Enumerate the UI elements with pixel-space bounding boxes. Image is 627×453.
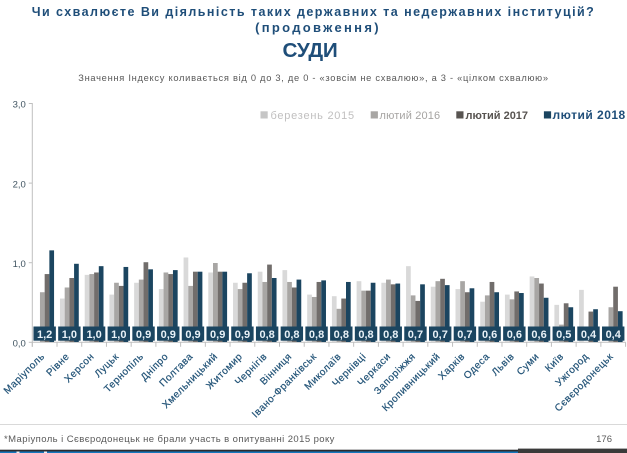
svg-text:Чи схвалюєте Ви діяльність так: Чи схвалюєте Ви діяльність таких державн…	[32, 5, 596, 19]
svg-text:(продовження): (продовження)	[255, 20, 381, 35]
svg-text:Значення Індексу коливається в: Значення Індексу коливається від 0 до 3,…	[78, 73, 549, 83]
svg-text:0,7: 0,7	[457, 329, 472, 341]
svg-text:0,5: 0,5	[556, 329, 571, 341]
svg-text:Маріуполь: Маріуполь	[2, 351, 47, 396]
svg-text:0,4: 0,4	[606, 329, 622, 341]
svg-text:1,0: 1,0	[111, 329, 126, 341]
svg-text:лютий 2017: лютий 2017	[466, 110, 529, 122]
svg-text:*Маріуполь і Сєвєродонецьк не: *Маріуполь і Сєвєродонецьк не брали учас…	[4, 434, 335, 445]
svg-text:0,8: 0,8	[259, 329, 274, 341]
svg-text:0,9: 0,9	[136, 329, 151, 341]
svg-text:0,6: 0,6	[531, 329, 546, 341]
svg-text:0,8: 0,8	[383, 329, 398, 341]
svg-text:1,0: 1,0	[62, 329, 77, 341]
svg-text:0,9: 0,9	[210, 329, 225, 341]
svg-text:0,9: 0,9	[235, 329, 250, 341]
svg-text:0,7: 0,7	[433, 329, 448, 341]
svg-text:1,2: 1,2	[37, 329, 52, 341]
svg-text:СУДИ: СУДИ	[283, 39, 338, 62]
svg-text:0,6: 0,6	[507, 329, 522, 341]
svg-text:0,8: 0,8	[334, 329, 349, 341]
svg-text:лютий 2018: лютий 2018	[553, 108, 626, 122]
svg-text:0,7: 0,7	[408, 329, 423, 341]
svg-text:176: 176	[596, 434, 612, 445]
svg-text:0,4: 0,4	[581, 329, 597, 341]
svg-text:1,0: 1,0	[86, 329, 101, 341]
svg-text:Одеса: Одеса	[462, 351, 492, 381]
svg-text:березень 2015: березень 2015	[271, 110, 355, 122]
svg-text:0,8: 0,8	[284, 329, 299, 341]
svg-text:0,9: 0,9	[161, 329, 176, 341]
svg-text:3,0: 3,0	[13, 100, 26, 111]
svg-text:0,8: 0,8	[309, 329, 324, 341]
svg-text:Харків: Харків	[437, 351, 468, 382]
svg-text:2,0: 2,0	[13, 179, 26, 190]
svg-text:Львів: Львів	[490, 351, 517, 378]
svg-text:0,6: 0,6	[482, 329, 497, 341]
svg-text:0,0: 0,0	[13, 339, 26, 350]
svg-text:1,0: 1,0	[13, 259, 26, 270]
svg-text:Суми: Суми	[515, 351, 542, 378]
svg-text:0,9: 0,9	[185, 329, 200, 341]
svg-text:0,8: 0,8	[358, 329, 373, 341]
svg-text:лютий 2016: лютий 2016	[380, 110, 441, 122]
